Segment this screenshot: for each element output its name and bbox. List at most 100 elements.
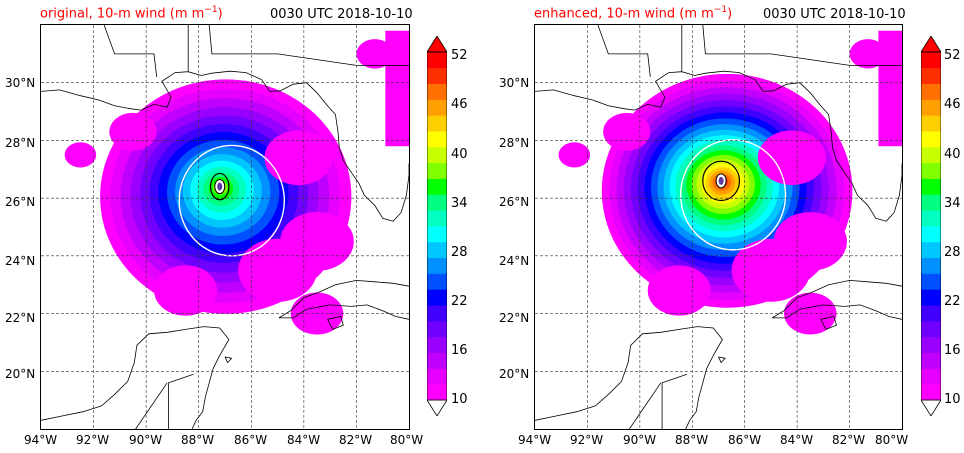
colorbar-scale xyxy=(920,35,942,417)
y-tick: 30°N xyxy=(5,76,36,90)
colorbar-segment xyxy=(921,368,941,385)
coastline xyxy=(535,326,723,429)
colorbar-tick: 10 xyxy=(451,392,468,407)
x-tick: 94°W xyxy=(518,433,552,447)
x-tick: 82°W xyxy=(832,433,866,447)
colorbar-segment xyxy=(921,336,941,353)
coastline xyxy=(103,25,158,77)
colorbar-segment xyxy=(921,320,941,338)
colorbar-segment xyxy=(921,162,941,179)
colorbar-segment xyxy=(921,178,941,195)
storm-eye-core xyxy=(718,176,724,185)
storm-eye-core xyxy=(217,182,223,191)
colorbar-max-extend xyxy=(920,35,942,53)
wind-contour-34 xyxy=(679,139,787,251)
colorbar-segment xyxy=(427,67,447,85)
x-tick: 82°W xyxy=(339,433,373,447)
coastline xyxy=(535,70,902,222)
colorbar-tick: 10 xyxy=(944,392,961,407)
y-tick: 24°N xyxy=(5,254,36,268)
colorbar-segment xyxy=(427,226,447,243)
colorbar-tick: 22 xyxy=(451,294,468,309)
coastline xyxy=(168,373,194,429)
colorbar-tick: 22 xyxy=(944,294,961,309)
colorbar-segment xyxy=(427,194,447,211)
y-tick: 26°N xyxy=(499,195,530,209)
colorbar-segment xyxy=(921,83,941,100)
x-tick: 88°W xyxy=(181,433,215,447)
colorbar-segment xyxy=(427,352,447,369)
colorbar-tick: 46 xyxy=(944,97,961,112)
colorbar-tick: 28 xyxy=(451,245,468,260)
colorbar-tick: 40 xyxy=(451,147,468,162)
colorbar-segment xyxy=(427,241,447,259)
colorbar-segment xyxy=(427,289,447,306)
coastline xyxy=(41,70,409,222)
coastline xyxy=(772,304,902,320)
y-tick: 24°N xyxy=(499,254,530,268)
colorbar-tick: 34 xyxy=(451,196,468,211)
coastline xyxy=(702,25,902,66)
colorbar-segment xyxy=(427,146,447,164)
x-tick: 88°W xyxy=(675,433,709,447)
colorbar-segment xyxy=(921,210,941,227)
x-tick: 86°W xyxy=(728,433,762,447)
x-tick: 80°W xyxy=(390,433,424,447)
coastline xyxy=(661,373,688,429)
colorbar-tick: 46 xyxy=(451,97,468,112)
wind-fringe-area xyxy=(878,30,902,147)
coastline xyxy=(208,25,409,66)
colorbar-segment xyxy=(427,52,447,69)
y-tick: 30°N xyxy=(499,76,530,90)
colorbar-tick: 34 xyxy=(944,196,961,211)
x-tick: 90°W xyxy=(623,433,657,447)
colorbar-segment xyxy=(427,131,447,148)
colorbar-segment xyxy=(921,131,941,148)
y-tick: 20°N xyxy=(5,367,36,381)
y-tick: 28°N xyxy=(499,136,530,150)
colorbar-segment xyxy=(427,336,447,353)
coastline xyxy=(327,316,344,330)
wind-fringe-area xyxy=(154,265,218,316)
colorbar-segment xyxy=(427,99,447,116)
map-enhanced xyxy=(534,24,903,430)
colorbar-tick: 52 xyxy=(944,48,961,63)
colorbar-segment xyxy=(427,320,447,338)
colorbar-segment xyxy=(921,305,941,322)
coastline xyxy=(771,279,902,319)
colorbar-segment xyxy=(921,352,941,369)
colorbar-segment xyxy=(427,368,447,385)
colorbar-segment xyxy=(921,226,941,243)
coastline xyxy=(278,304,409,320)
colorbar-segment xyxy=(921,67,941,85)
map-original xyxy=(40,24,410,430)
colorbar-segment xyxy=(427,178,447,195)
wind-fringe-area xyxy=(385,30,409,147)
colorbar-segment xyxy=(921,194,941,211)
colorbar-segment xyxy=(921,289,941,306)
colorbar-segment xyxy=(921,52,941,69)
wind-fringe-area xyxy=(109,112,157,151)
panel-title-label: original, 10-m wind (m m−1) xyxy=(40,5,223,22)
x-tick: 84°W xyxy=(287,433,321,447)
colorbar-segment xyxy=(427,384,447,401)
panel-title-time: 0030 UTC 2018-10-10 xyxy=(763,7,906,22)
colorbar-segment xyxy=(921,384,941,401)
colorbar-enhanced xyxy=(920,35,942,417)
colorbar-segment xyxy=(921,115,941,132)
coastline xyxy=(597,25,651,77)
colorbar-max-extend xyxy=(426,35,448,53)
coastline xyxy=(278,279,409,319)
y-tick: 22°N xyxy=(5,311,36,325)
wind-fringe-area xyxy=(603,112,651,151)
colorbar-tick: 16 xyxy=(944,343,961,358)
wind-field-map xyxy=(41,25,409,429)
y-tick: 26°N xyxy=(5,195,36,209)
colorbar-segment xyxy=(427,162,447,179)
coastline xyxy=(718,356,726,364)
colorbar-segment xyxy=(427,305,447,322)
panel-original: original, 10-m wind (m m−1) 0030 UTC 201… xyxy=(0,0,480,453)
wind-fringe-area xyxy=(64,142,97,168)
colorbar-segment xyxy=(427,273,447,290)
colorbar-segment xyxy=(427,210,447,227)
